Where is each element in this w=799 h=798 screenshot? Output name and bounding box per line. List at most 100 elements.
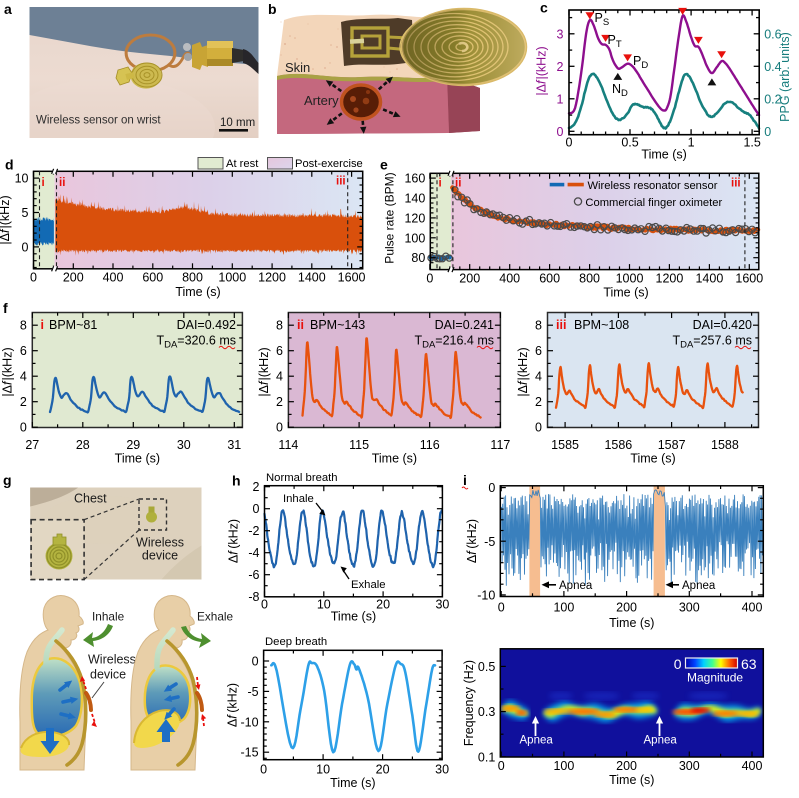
svg-text:|Δf |(kHz): |Δf |(kHz)	[0, 195, 12, 244]
svg-text:140: 140	[404, 192, 425, 206]
svg-text:0: 0	[252, 655, 259, 669]
svg-text:Chest: Chest	[74, 492, 107, 506]
svg-text:Δf (kHz): Δf (kHz)	[226, 683, 240, 727]
svg-text:1.5: 1.5	[743, 136, 760, 150]
svg-text:300: 300	[679, 759, 700, 773]
svg-text:0: 0	[488, 481, 495, 495]
svg-text:Time (s): Time (s)	[330, 776, 375, 790]
svg-text:Time (s): Time (s)	[175, 285, 220, 299]
svg-text:-10: -10	[477, 588, 495, 602]
svg-text:Exhale: Exhale	[197, 610, 234, 624]
svg-text:114: 114	[278, 438, 298, 452]
svg-text:600: 600	[142, 271, 163, 285]
svg-text:TDA=216.4 ms: TDA=216.4 ms	[414, 334, 494, 351]
svg-text:6: 6	[535, 344, 542, 358]
svg-text:0: 0	[764, 125, 771, 139]
svg-text:Δf (kHz): Δf (kHz)	[227, 519, 241, 563]
svg-text:ii: ii	[59, 177, 65, 189]
svg-text:0.4: 0.4	[764, 60, 781, 74]
svg-text:400: 400	[742, 759, 763, 773]
svg-text:-5: -5	[484, 535, 495, 549]
svg-text:TDA=257.6 ms: TDA=257.6 ms	[672, 334, 752, 351]
svg-text:1400: 1400	[298, 271, 326, 285]
svg-text:31: 31	[227, 438, 241, 452]
svg-text:Pulse rate (BPM): Pulse rate (BPM)	[383, 172, 397, 263]
svg-text:Time (s): Time (s)	[331, 610, 376, 624]
svg-text:g: g	[3, 472, 12, 488]
svg-text:6: 6	[276, 344, 283, 358]
svg-text:DAI=0.241: DAI=0.241	[435, 318, 494, 332]
svg-text:30: 30	[435, 763, 449, 777]
svg-text:100: 100	[553, 759, 574, 773]
svg-text:400: 400	[103, 271, 124, 285]
svg-text:0: 0	[535, 421, 542, 435]
svg-text:200: 200	[616, 601, 637, 615]
svg-text:600: 600	[539, 272, 560, 286]
svg-text:3: 3	[557, 27, 564, 41]
svg-text:iii: iii	[556, 318, 566, 332]
svg-text:29: 29	[126, 438, 140, 452]
svg-text:At rest: At rest	[226, 158, 259, 170]
svg-text:-6: -6	[248, 568, 259, 582]
svg-text:Time (s): Time (s)	[630, 452, 675, 466]
svg-text:300: 300	[679, 601, 700, 615]
svg-text:1200: 1200	[258, 271, 286, 285]
svg-text:120: 120	[404, 211, 425, 225]
svg-text:30: 30	[177, 438, 191, 452]
svg-text:63: 63	[741, 656, 757, 672]
svg-text:10: 10	[317, 598, 331, 612]
svg-text:Frequency (Hz): Frequency (Hz)	[462, 660, 476, 746]
svg-text:100: 100	[404, 231, 425, 245]
svg-text:Inhale: Inhale	[92, 610, 125, 624]
svg-text:160: 160	[404, 172, 425, 186]
svg-text:10: 10	[15, 172, 29, 186]
svg-text:Wireless sensor on wrist: Wireless sensor on wrist	[36, 115, 161, 127]
svg-text:d: d	[5, 157, 14, 173]
svg-text:0.5: 0.5	[478, 660, 495, 674]
svg-text:20: 20	[376, 763, 390, 777]
svg-text:i: i	[439, 178, 442, 190]
svg-text:0.3: 0.3	[478, 705, 495, 719]
svg-text:PPG (arb. units): PPG (arb. units)	[778, 32, 792, 122]
svg-text:200: 200	[63, 271, 84, 285]
svg-text:TDA=320.6 ms: TDA=320.6 ms	[156, 334, 236, 351]
svg-text:800: 800	[182, 271, 203, 285]
svg-text:0: 0	[253, 502, 260, 516]
svg-text:1587: 1587	[658, 438, 686, 452]
svg-text:Apnea: Apnea	[682, 580, 716, 592]
svg-text:Apnea: Apnea	[559, 580, 593, 592]
svg-text:Exhale: Exhale	[351, 579, 386, 591]
svg-text:0: 0	[22, 240, 29, 254]
svg-text:6: 6	[20, 344, 27, 358]
svg-text:Wireless resonator sensor: Wireless resonator sensor	[588, 180, 718, 192]
svg-text:1000: 1000	[218, 271, 246, 285]
svg-text:0: 0	[276, 421, 283, 435]
svg-text:1: 1	[557, 92, 564, 106]
svg-text:Δf (kHz): Δf (kHz)	[465, 519, 479, 563]
svg-text:b: b	[268, 1, 277, 17]
svg-text:Time (s): Time (s)	[641, 148, 686, 162]
svg-text:|Δf |(kHz): |Δf |(kHz)	[257, 347, 271, 396]
svg-text:0: 0	[426, 272, 433, 286]
svg-text:BPM~108: BPM~108	[574, 318, 629, 332]
svg-text:i: i	[463, 472, 467, 488]
svg-text:400: 400	[742, 601, 763, 615]
svg-text:20: 20	[376, 598, 390, 612]
svg-text:0.6: 0.6	[764, 27, 781, 41]
svg-text:c: c	[540, 0, 548, 16]
svg-text:-15: -15	[241, 746, 259, 760]
svg-text:4: 4	[20, 370, 27, 384]
svg-text:BPM~143: BPM~143	[310, 318, 365, 332]
svg-text:1588: 1588	[711, 438, 739, 452]
svg-text:a: a	[4, 1, 12, 17]
svg-text:4: 4	[276, 370, 283, 384]
svg-text:DAI=0.420: DAI=0.420	[693, 318, 752, 332]
svg-text:2: 2	[20, 395, 27, 409]
svg-text:200: 200	[459, 272, 480, 286]
svg-text:0: 0	[260, 763, 267, 777]
svg-text:10: 10	[316, 763, 330, 777]
svg-text:-5: -5	[247, 685, 258, 699]
svg-text:0: 0	[674, 656, 682, 672]
svg-text:Apnea: Apnea	[520, 735, 554, 747]
svg-text:device: device	[90, 668, 126, 682]
